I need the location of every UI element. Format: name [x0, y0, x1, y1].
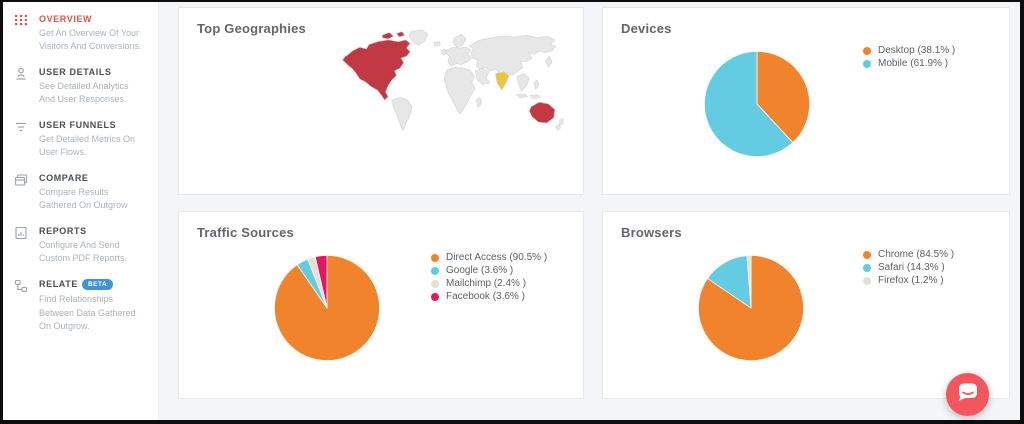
- map-region-europe[interactable]: [445, 33, 472, 67]
- sidebar-item-label: USER DETAILS: [39, 67, 112, 78]
- legend-item-mailchimp[interactable]: Mailchimp (2.4% ): [431, 278, 547, 289]
- funnel-icon: [13, 119, 29, 135]
- user-icon: [13, 66, 29, 82]
- legend-dot: [863, 250, 871, 259]
- legend-dot: [431, 266, 439, 275]
- legend-item-chrome[interactable]: Chrome (84.5% ): [863, 249, 954, 260]
- map-region-south-america[interactable]: [391, 97, 413, 131]
- legend-label: Mailchimp (2.4% ): [446, 278, 527, 289]
- legend-item-desktop[interactable]: Desktop (38.1% ): [863, 45, 955, 56]
- map-region-north-america[interactable]: [342, 31, 411, 101]
- legend-label: Facebook (3.6% ): [446, 291, 525, 302]
- legend-dot: [431, 253, 439, 262]
- map-region-new-zealand[interactable]: [555, 118, 564, 131]
- legend-item-direct-access[interactable]: Direct Access (90.5% ): [431, 252, 547, 263]
- legend-item-google[interactable]: Google (3.6% ): [431, 265, 547, 276]
- sidebar-item-label-text: RELATE: [39, 279, 78, 290]
- pie-slice-desktop[interactable]: [756, 50, 811, 144]
- panel-title: Devices: [621, 21, 672, 36]
- legend-label: Desktop (38.1% ): [878, 45, 956, 56]
- legend-dot: [863, 263, 871, 272]
- panel-devices: Devices Desktop (38.1% ) Mobile (61.9% ): [602, 7, 1010, 195]
- legend-dot: [863, 46, 871, 55]
- sidebar-item-description: Get An Overview Of Your Visitors And Con…: [39, 28, 142, 52]
- sidebar-item-description: Compare Results Gathered On Outgrow: [39, 187, 128, 211]
- sidebar-item-overview[interactable]: OVERVIEW Get An Overview Of Your Visitor…: [3, 14, 158, 53]
- legend-label: Direct Access (90.5% ): [446, 252, 548, 263]
- chat-widget-button[interactable]: [946, 373, 989, 416]
- sidebar-item-reports[interactable]: REPORTS Configure And Send Custom PDF Re…: [3, 226, 158, 265]
- legend-dot: [431, 279, 439, 288]
- sidebar: OVERVIEW Get An Overview Of Your Visitor…: [3, 2, 159, 420]
- sidebar-item-description: Get Detailed Metrics On User Flows.: [39, 134, 136, 158]
- devices-pie-chart: [704, 50, 811, 157]
- legend-dot: [863, 276, 871, 285]
- sidebar-item-label: OVERVIEW: [39, 14, 93, 24]
- legend-item-facebook[interactable]: Facebook (3.6% ): [431, 291, 547, 302]
- sidebar-item-label: USER FUNNELS: [39, 120, 117, 131]
- sidebar-item-label: COMPARE: [39, 173, 89, 184]
- legend-label: Mobile (61.9% ): [878, 58, 949, 69]
- legend-label: Safari (14.3% ): [878, 262, 945, 273]
- legend-label: Google (3.6% ): [446, 265, 514, 276]
- panel-traffic-sources: Traffic Sources Direct Access (90.5% ) Go…: [178, 211, 584, 399]
- sidebar-item-label: REPORTS: [39, 226, 87, 237]
- pie-slice-mobile[interactable]: [704, 50, 794, 157]
- pie-slice-facebook[interactable]: [314, 254, 328, 309]
- grid-dots-icon: [13, 13, 29, 29]
- sidebar-item-user-details[interactable]: USER DETAILS See Detailed Analytics And …: [3, 67, 158, 106]
- compare-icon: [13, 172, 29, 188]
- legend-dot: [863, 59, 871, 68]
- world-map[interactable]: [337, 22, 575, 140]
- panel-title: Top Geographies: [197, 21, 306, 36]
- legend-item-firefox[interactable]: Firefox (1.2% ): [863, 275, 954, 286]
- map-region-se-asia[interactable]: [516, 73, 541, 100]
- beta-badge: BETA: [81, 279, 114, 291]
- traffic-sources-pie-chart: [274, 254, 381, 361]
- map-region-greenland[interactable]: [408, 29, 428, 46]
- sidebar-item-label: RELATE BETA: [39, 279, 146, 291]
- main-content: Top Geographies: [159, 2, 1020, 420]
- legend-item-mobile[interactable]: Mobile (61.9% ): [863, 58, 955, 69]
- browsers-pie-chart: [697, 254, 805, 362]
- sidebar-item-relate[interactable]: RELATE BETA Find Relationships Between Da…: [3, 279, 158, 332]
- sidebar-item-description: See Detailed Analytics And User Response…: [39, 81, 129, 105]
- panel-title: Traffic Sources: [197, 225, 294, 240]
- traffic-sources-legend: Direct Access (90.5% ) Google (3.6% ) Mail…: [431, 252, 547, 304]
- sidebar-item-compare[interactable]: COMPARE Compare Results Gathered On Outg…: [3, 173, 158, 212]
- panel-top-geographies: Top Geographies: [178, 7, 584, 195]
- browsers-legend: Chrome (84.5% ) Safari (14.3% ) Firefox (1…: [863, 249, 954, 288]
- sidebar-item-description: Configure And Send Custom PDF Reports.: [39, 240, 128, 264]
- pie-slice-firefox[interactable]: [746, 254, 752, 309]
- map-region-africa[interactable]: [443, 66, 482, 115]
- panel-title: Browsers: [621, 225, 682, 240]
- map-region-iceland[interactable]: [433, 41, 441, 47]
- legend-label: Firefox (1.2% ): [878, 275, 944, 286]
- relate-icon: [13, 278, 29, 294]
- legend-item-safari[interactable]: Safari (14.3% ): [863, 262, 954, 273]
- map-region-japan[interactable]: [545, 55, 553, 68]
- sidebar-item-description: Find Relationships Between Data Gathered…: [39, 294, 136, 331]
- sidebar-item-user-funnels[interactable]: USER FUNNELS Get Detailed Metrics On Use…: [3, 120, 158, 159]
- chat-bubble-icon: [956, 380, 980, 409]
- map-region-asia[interactable]: [468, 34, 557, 85]
- map-region-australia[interactable]: [528, 101, 556, 124]
- panel-browsers: Browsers Chrome (84.5% ) Safari (14.3% ) F…: [602, 211, 1010, 399]
- map-region-india[interactable]: [495, 71, 510, 91]
- legend-dot: [431, 292, 439, 301]
- reports-icon: [13, 225, 29, 241]
- devices-legend: Desktop (38.1% ) Mobile (61.9% ): [863, 45, 955, 71]
- legend-label: Chrome (84.5% ): [878, 249, 955, 260]
